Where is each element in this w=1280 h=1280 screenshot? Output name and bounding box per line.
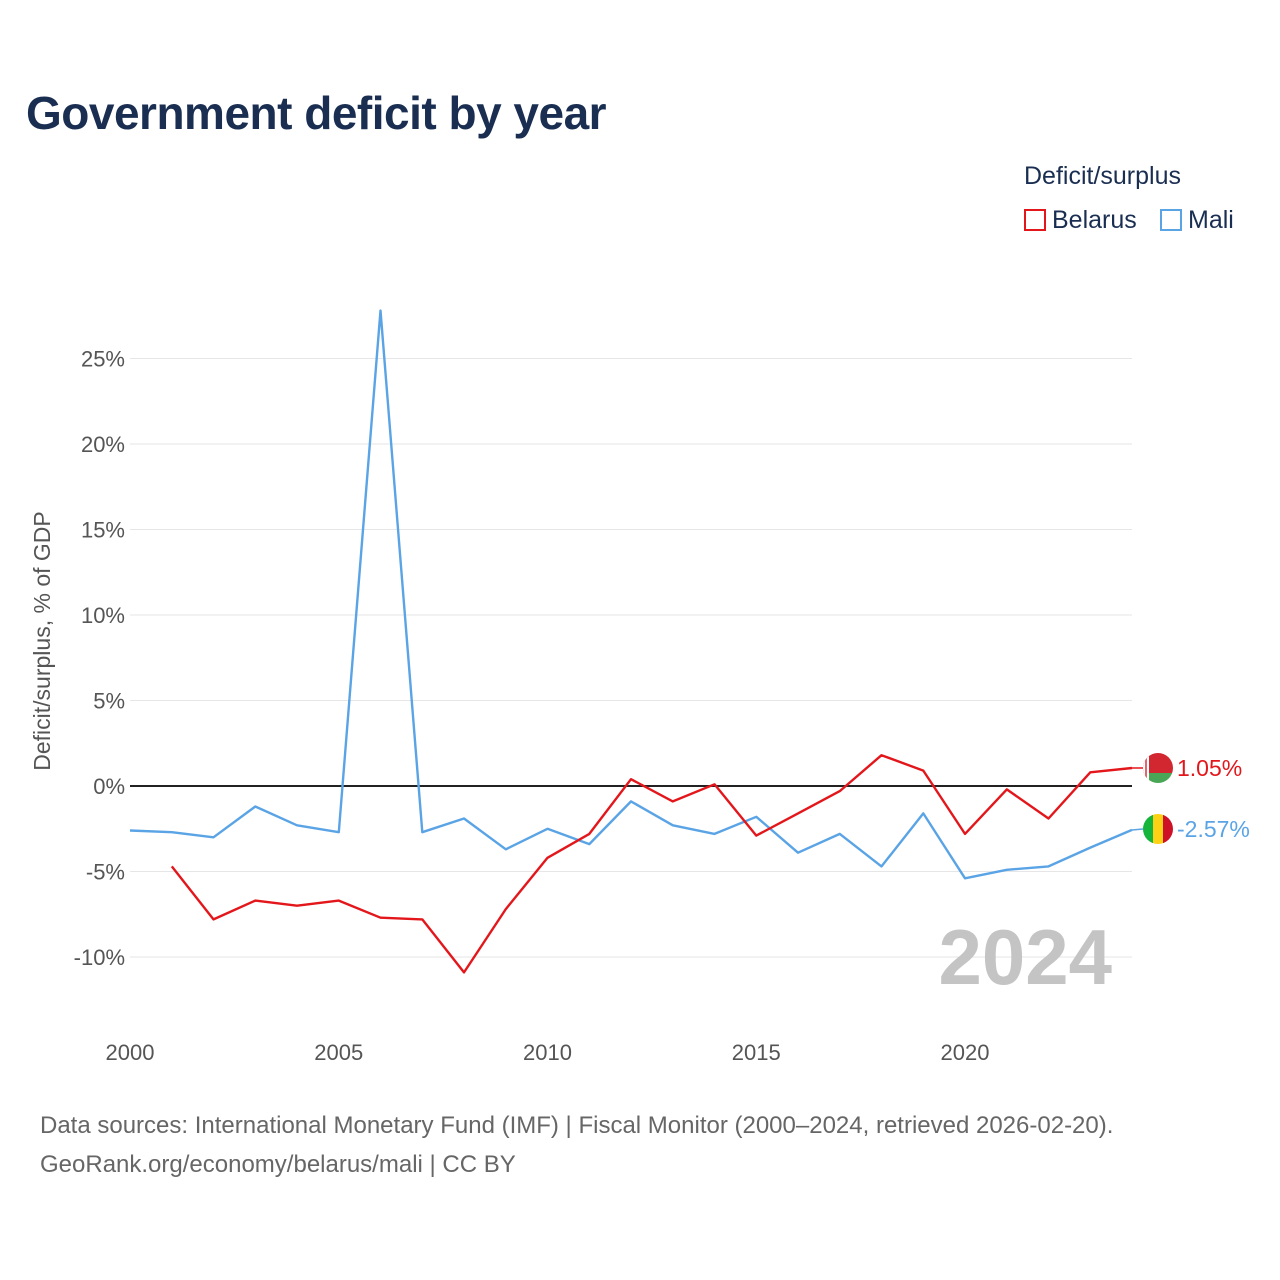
source-line-2[interactable]: GeoRank.org/economy/belarus/mali | CC BY	[40, 1151, 516, 1178]
chart-title: Government deficit by year	[26, 87, 607, 139]
series-lines	[129, 309, 1144, 974]
series-line-belarus[interactable]	[170, 754, 1133, 974]
legend-item-mali[interactable]: Mali	[1160, 205, 1234, 235]
y-axis-title: Deficit/surplus, % of GDP	[29, 511, 55, 770]
y-tick-label: -10%	[74, 945, 125, 970]
x-tick-label: 2020	[941, 1040, 990, 1065]
line-chart: -10% -5% 0% 5% 10% 15% 20% 25% 2000 2005 2010 2015…	[29, 309, 1250, 1065]
end-label-belarus: 1.05%	[1177, 755, 1242, 781]
y-tick-label: -5%	[86, 860, 125, 885]
belarus-flag-icon	[1143, 753, 1173, 783]
mali-flag-icon	[1143, 814, 1173, 844]
legend-label-mali: Mali	[1188, 205, 1234, 234]
series-line-mali[interactable]	[129, 309, 1133, 880]
year-watermark: 2024	[938, 913, 1112, 1001]
y-tick-label: 20%	[81, 432, 125, 457]
legend-swatch-mali	[1160, 209, 1182, 231]
legend-item-belarus[interactable]: Belarus	[1024, 205, 1137, 235]
end-flags	[1143, 753, 1173, 844]
y-tick-label: 5%	[93, 689, 125, 714]
end-labels: -2.57% 1.05%	[1177, 755, 1250, 842]
source-line-1: Data sources: International Monetary Fun…	[40, 1112, 1114, 1139]
end-label-mali: -2.57%	[1177, 816, 1250, 842]
source-note: Data sources: International Monetary Fun…	[40, 1106, 1113, 1184]
y-tick-label: 15%	[81, 518, 125, 543]
legend-label-belarus: Belarus	[1052, 205, 1137, 234]
end-connector-mali	[1131, 828, 1144, 831]
legend-swatch-belarus	[1024, 209, 1046, 231]
x-tick-label: 2015	[732, 1040, 781, 1065]
y-tick-labels: -10% -5% 0% 5% 10% 15% 20% 25%	[74, 347, 125, 971]
x-tick-label: 2000	[106, 1040, 155, 1065]
gridlines	[130, 358, 1132, 958]
y-tick-label: 0%	[93, 774, 125, 799]
x-tick-labels: 2000 2005 2010 2015 2020	[106, 1040, 990, 1065]
y-tick-label: 25%	[81, 347, 125, 372]
y-tick-label: 10%	[81, 603, 125, 628]
x-tick-label: 2010	[523, 1040, 572, 1065]
legend-title: Deficit/surplus	[1024, 162, 1181, 190]
x-tick-label: 2005	[314, 1040, 363, 1065]
